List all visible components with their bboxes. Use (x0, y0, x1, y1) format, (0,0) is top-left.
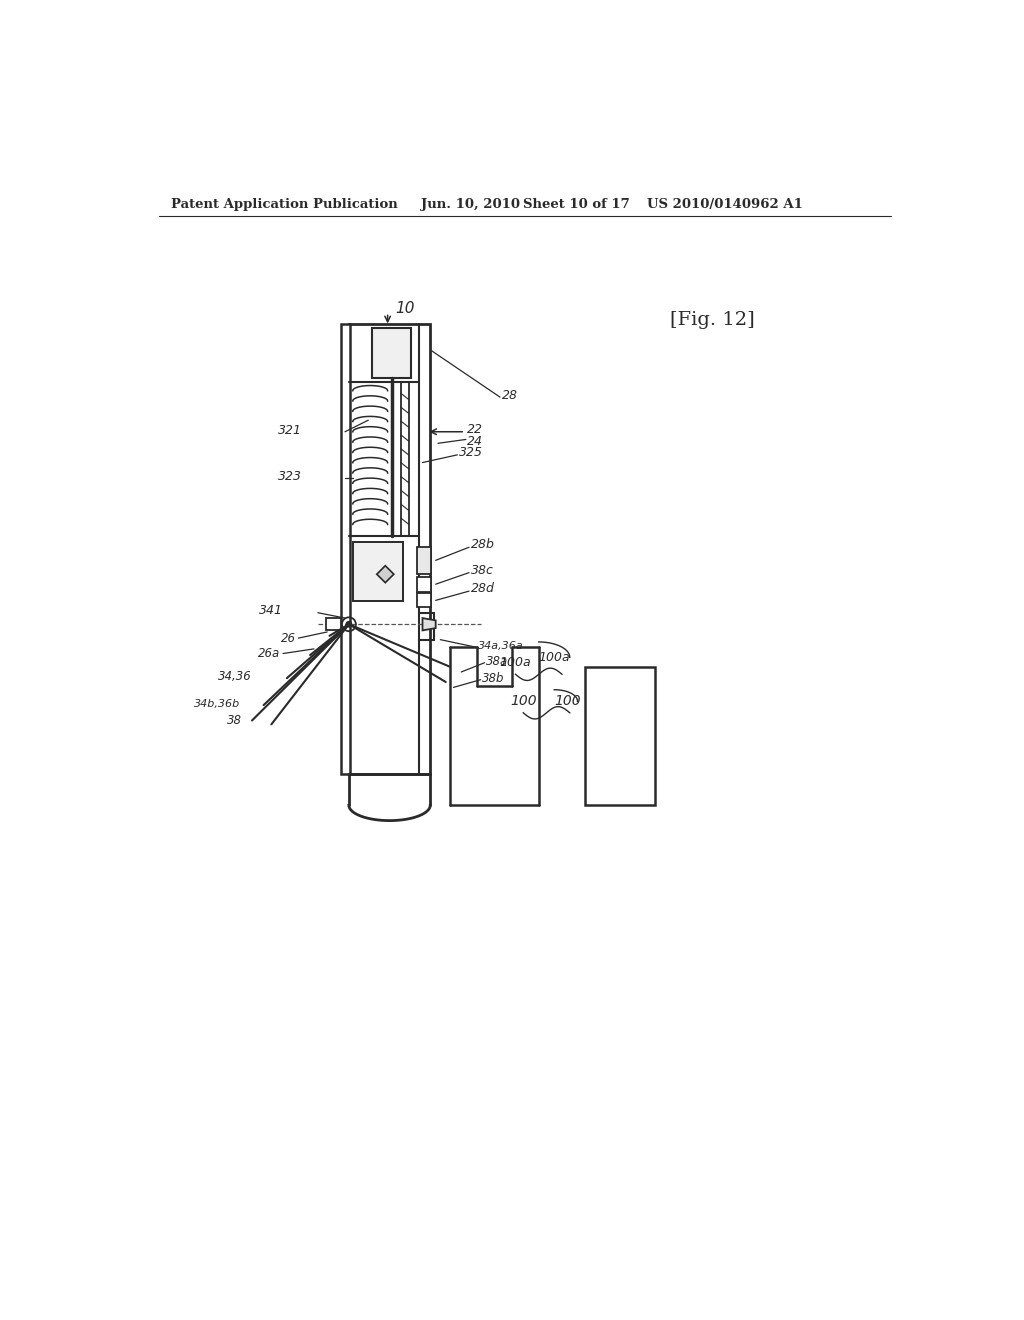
Bar (417, 548, 431, 574)
Text: 24: 24 (467, 436, 483, 449)
Text: 26a: 26a (258, 647, 281, 660)
Text: 325: 325 (459, 446, 483, 459)
Circle shape (346, 622, 351, 627)
Polygon shape (377, 566, 394, 582)
Text: 323: 323 (279, 470, 302, 483)
Text: 22: 22 (467, 422, 483, 436)
Text: 34b,36b: 34b,36b (195, 698, 241, 709)
Text: 28d: 28d (471, 582, 495, 595)
Text: 341: 341 (259, 603, 283, 616)
Text: 26: 26 (282, 631, 296, 644)
Bar (352, 543, 403, 601)
Text: Patent Application Publication: Patent Application Publication (171, 198, 397, 211)
Bar (349, 323, 430, 775)
Text: 34a,36a: 34a,36a (478, 640, 524, 651)
Text: 38: 38 (227, 714, 242, 727)
Text: 38b: 38b (482, 672, 505, 685)
Text: 100a: 100a (539, 651, 570, 664)
Text: 34,36: 34,36 (218, 671, 252, 684)
Bar (417, 577, 431, 591)
Text: 38a: 38a (486, 655, 508, 668)
Text: 100: 100 (554, 694, 581, 709)
Text: [Fig. 12]: [Fig. 12] (671, 312, 756, 329)
Bar (372, 327, 411, 378)
Text: Jun. 10, 2010: Jun. 10, 2010 (421, 198, 520, 211)
Text: 100: 100 (510, 694, 537, 709)
Text: 38c: 38c (471, 564, 494, 577)
Bar (341, 323, 350, 775)
Text: 28b: 28b (471, 539, 495, 552)
Text: 28: 28 (503, 389, 518, 403)
Bar (417, 594, 431, 607)
Text: 10: 10 (395, 301, 415, 315)
Polygon shape (423, 618, 435, 631)
Bar (326, 618, 341, 631)
Text: Sheet 10 of 17: Sheet 10 of 17 (523, 198, 630, 211)
Bar (586, 667, 655, 805)
Text: US 2010/0140962 A1: US 2010/0140962 A1 (647, 198, 803, 211)
Text: 321: 321 (279, 424, 302, 437)
Text: 100a: 100a (500, 656, 531, 669)
